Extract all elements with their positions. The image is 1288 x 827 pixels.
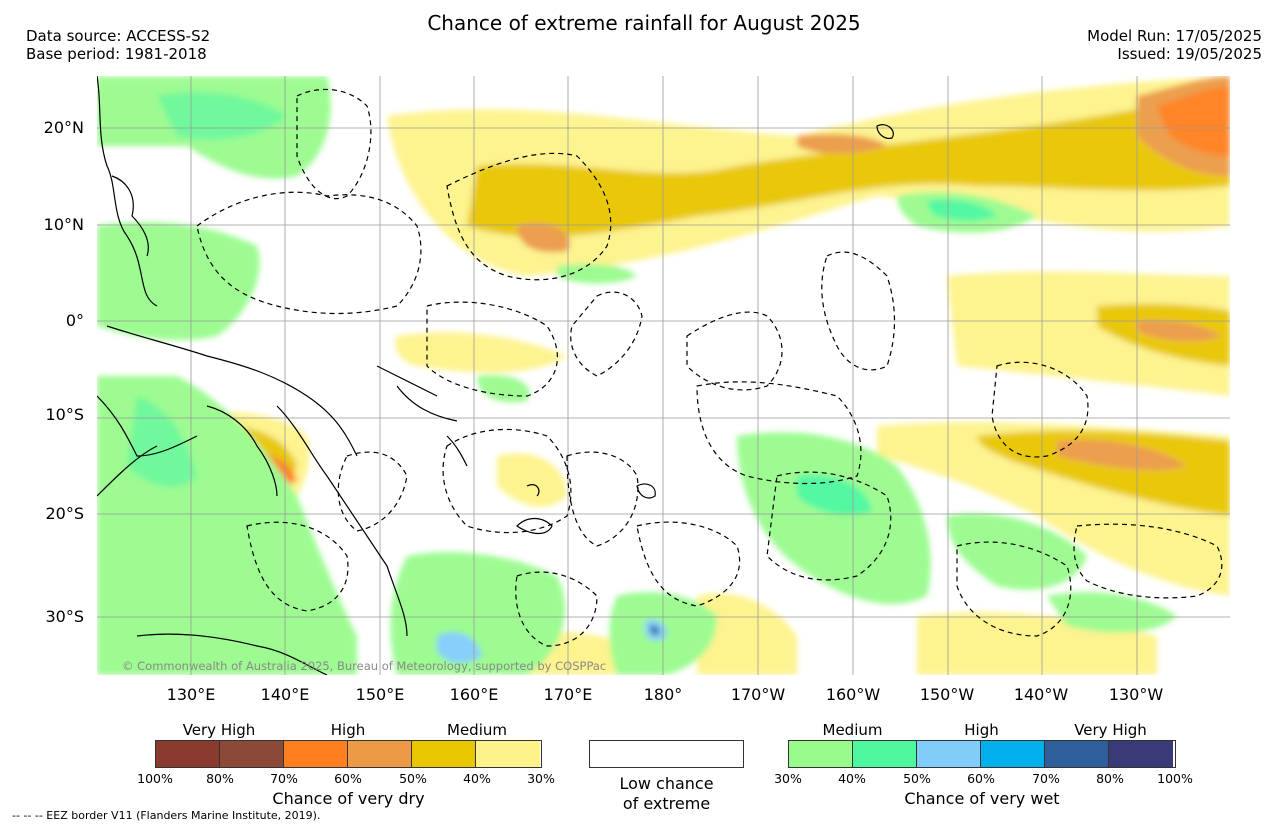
lon-label-180: 180°	[643, 685, 683, 704]
dry-swatch	[412, 741, 476, 767]
wet-category-medium: Medium	[822, 721, 883, 739]
data-source-text: Data source: ACCESS-S2	[26, 27, 211, 45]
lon-label-140e: 140°E	[260, 685, 310, 704]
lat-label-10n: 10°N	[43, 215, 84, 234]
wet-swatch	[1045, 741, 1109, 767]
lon-label-130w: 130°W	[1108, 685, 1164, 704]
wet-swatch	[853, 741, 917, 767]
wet-tick: 70%	[1032, 771, 1060, 786]
rainfall-map	[97, 76, 1230, 675]
copyright-text: © Commonwealth of Australia 2025, Bureau…	[122, 659, 607, 673]
lon-label-150e: 150°E	[355, 685, 405, 704]
lon-label-130e: 130°E	[166, 685, 216, 704]
data-source-block: Data source: ACCESS-S2 Base period: 1981…	[26, 27, 210, 63]
model-run-text: Model Run: 17/05/2025	[1087, 27, 1262, 45]
base-period-text: Base period: 1981-2018	[26, 45, 207, 63]
dry-tick: 70%	[270, 771, 298, 786]
map-grid	[97, 76, 1230, 675]
lon-label-160w: 160°W	[825, 685, 881, 704]
wet-tick: 30%	[774, 771, 802, 786]
lat-label-20s: 20°S	[45, 504, 84, 523]
dry-swatch	[156, 741, 220, 767]
lon-label-160e: 160°E	[449, 685, 499, 704]
wet-tick: 80%	[1096, 771, 1124, 786]
coastlines	[97, 76, 894, 675]
dry-swatch	[220, 741, 284, 767]
dry-tick: 50%	[399, 771, 427, 786]
wet-tick: 60%	[967, 771, 995, 786]
issued-text: Issued: 19/05/2025	[1117, 45, 1262, 63]
dry-category-very-high: Very High	[182, 721, 256, 739]
dry-tick: 60%	[334, 771, 362, 786]
wet-tick: 100%	[1157, 771, 1193, 786]
model-run-block: Model Run: 17/05/2025 Issued: 19/05/2025	[1087, 27, 1262, 63]
wet-swatch	[789, 741, 853, 767]
lat-label-0: 0°	[65, 311, 84, 330]
dry-tick: 30%	[527, 771, 555, 786]
rainfall-map-canvas	[97, 76, 1230, 675]
wet-colorbar	[788, 740, 1176, 768]
dry-swatch	[348, 741, 412, 767]
lon-label-140w: 140°W	[1013, 685, 1069, 704]
map-title: Chance of extreme rainfall for August 20…	[427, 11, 861, 35]
dry-category-medium: Medium	[447, 721, 507, 739]
lat-label-10s: 10°S	[45, 405, 84, 424]
dry-category-high: High	[330, 721, 366, 739]
lat-label-30s: 30°S	[45, 607, 84, 626]
lon-label-170w: 170°W	[730, 685, 786, 704]
lat-label-20n: 20°N	[43, 118, 84, 137]
dry-legend-title: Chance of very dry	[272, 789, 425, 808]
dry-swatch	[284, 741, 348, 767]
dry-tick: 40%	[463, 771, 491, 786]
low-chance-line2: of extreme	[622, 794, 711, 813]
eez-footnote: -- -- -- EEZ border V11 (Flanders Marine…	[12, 809, 321, 822]
dry-swatch	[476, 741, 540, 767]
wet-category-high: High	[964, 721, 999, 739]
lon-label-170e: 170°E	[543, 685, 593, 704]
wet-swatch	[1109, 741, 1173, 767]
wet-tick: 40%	[838, 771, 866, 786]
wet-category-very-high: Very High	[1074, 721, 1147, 739]
rain-shading	[97, 76, 1230, 675]
dry-tick: 100%	[137, 771, 173, 786]
low-chance-line1: Low chance	[619, 774, 714, 793]
wet-legend-title: Chance of very wet	[904, 789, 1060, 808]
dry-colorbar	[155, 740, 542, 768]
dry-tick: 80%	[206, 771, 234, 786]
eez-borders	[196, 88, 1223, 647]
lon-label-150w: 150°W	[919, 685, 975, 704]
low-chance-swatch	[589, 740, 744, 768]
wet-swatch	[981, 741, 1045, 767]
wet-tick: 50%	[903, 771, 931, 786]
wet-swatch	[917, 741, 981, 767]
